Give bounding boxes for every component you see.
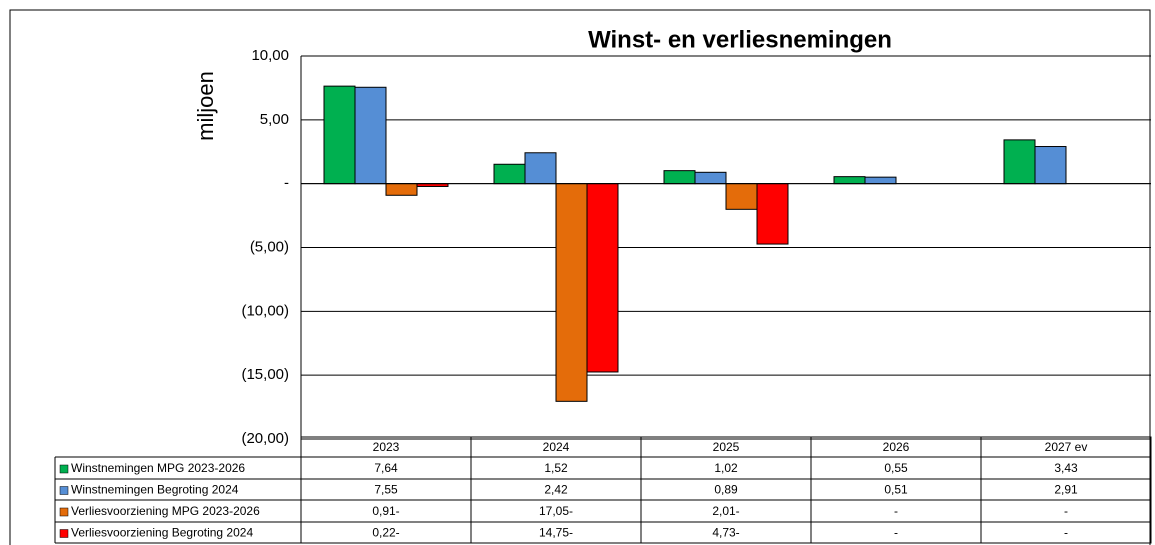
bar bbox=[385, 183, 418, 196]
bar bbox=[555, 183, 588, 402]
data-label: 3,43 bbox=[1054, 461, 1078, 475]
legend-swatch bbox=[59, 529, 69, 538]
data-label: 1,02 bbox=[714, 461, 738, 475]
y-tick-label: 5,00 bbox=[260, 111, 289, 128]
x-tick-label: 2025 bbox=[713, 440, 740, 454]
bar bbox=[354, 86, 387, 185]
y-tick-label: 10,00 bbox=[251, 47, 289, 64]
bar bbox=[524, 152, 557, 185]
y-tick-label: (5,00) bbox=[250, 238, 289, 255]
bar bbox=[1034, 146, 1067, 185]
data-label: 0,55 bbox=[884, 461, 908, 475]
legend-swatch bbox=[59, 464, 69, 474]
data-label: - bbox=[1064, 526, 1068, 540]
bar bbox=[694, 171, 727, 185]
data-label: 4,73- bbox=[712, 526, 739, 540]
data-label: 2,91 bbox=[1054, 483, 1078, 497]
y-tick-label: - bbox=[284, 175, 289, 192]
x-tick-label: 2026 bbox=[883, 440, 910, 454]
legend-label: Winstnemingen MPG 2023-2026 bbox=[71, 461, 245, 475]
data-label: 0,89 bbox=[714, 483, 738, 497]
bar bbox=[663, 170, 696, 185]
bar bbox=[323, 85, 356, 185]
x-tick-label: 2024 bbox=[543, 440, 570, 454]
data-label: 7,64 bbox=[374, 461, 398, 475]
data-label: - bbox=[894, 526, 898, 540]
bar bbox=[493, 163, 526, 185]
data-label: 17,05- bbox=[539, 504, 573, 518]
bar bbox=[756, 183, 789, 245]
x-tick-label: 2023 bbox=[373, 440, 400, 454]
chart-title: Winst- en verliesnemingen bbox=[588, 26, 892, 53]
data-label: 14,75- bbox=[539, 526, 573, 540]
data-label: - bbox=[1064, 504, 1068, 518]
data-label: 0,51 bbox=[884, 483, 908, 497]
y-tick-label: (20,00) bbox=[241, 430, 289, 447]
data-label: 1,52 bbox=[544, 461, 568, 475]
data-label: 0,22- bbox=[372, 526, 399, 540]
x-tick-label: 2027 ev bbox=[1045, 440, 1088, 454]
data-label: 2,42 bbox=[544, 483, 568, 497]
bar bbox=[833, 176, 866, 185]
legend-swatch bbox=[59, 507, 69, 517]
legend-label: Verliesvoorziening Begroting 2024 bbox=[71, 526, 253, 540]
data-label: - bbox=[894, 504, 898, 518]
data-label: 7,55 bbox=[374, 483, 398, 497]
legend-swatch bbox=[59, 486, 69, 495]
y-tick-label: (10,00) bbox=[241, 302, 289, 319]
data-label: 0,91- bbox=[372, 504, 399, 518]
y-axis-title: miljoen bbox=[193, 71, 218, 141]
bar bbox=[1003, 139, 1036, 185]
data-label: 2,01- bbox=[712, 504, 739, 518]
legend-label: Verliesvoorziening MPG 2023-2026 bbox=[71, 504, 260, 518]
bar bbox=[864, 176, 897, 185]
chart-border bbox=[9, 9, 1151, 545]
bar bbox=[586, 183, 619, 373]
legend-label: Winstnemingen Begroting 2024 bbox=[71, 483, 239, 497]
y-tick-label: (15,00) bbox=[241, 366, 289, 383]
bar bbox=[725, 183, 758, 210]
